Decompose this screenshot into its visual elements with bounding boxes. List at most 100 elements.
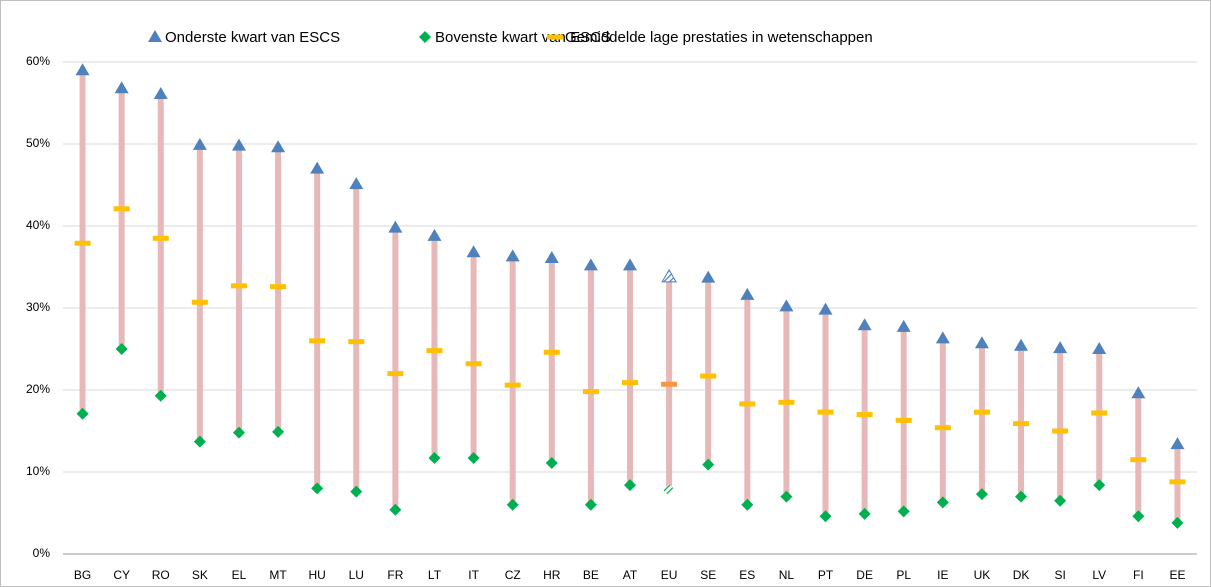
triangle-marker <box>974 336 989 349</box>
diamond-marker <box>115 343 128 355</box>
y-tick-label: 10% <box>26 464 50 478</box>
dash-marker <box>113 206 130 212</box>
dash-marker <box>1169 479 1186 485</box>
diamond-marker <box>1093 479 1106 492</box>
range-bar <box>470 252 477 459</box>
dash-marker <box>543 349 560 355</box>
dash-marker <box>74 240 91 246</box>
diamond-marker <box>350 485 363 498</box>
legend-marker <box>148 30 162 42</box>
triangle-marker <box>192 137 207 150</box>
x-tick-label: IE <box>937 568 948 582</box>
triangle-marker <box>935 331 950 344</box>
diamond-marker <box>584 498 597 511</box>
x-tick-label: DE <box>856 568 873 582</box>
triangle-marker <box>1014 338 1029 351</box>
triangle-marker <box>427 228 442 241</box>
dash-marker <box>1052 428 1069 434</box>
x-tick-label: LT <box>428 568 442 582</box>
x-tick-label: LV <box>1092 568 1106 582</box>
range-bar <box>1057 348 1064 501</box>
y-tick-label: 30% <box>26 300 50 314</box>
diamond-marker <box>428 452 441 465</box>
dash-marker <box>152 235 169 241</box>
diamond-marker <box>1171 516 1184 529</box>
diamond-marker <box>545 456 558 469</box>
range-bar <box>861 325 868 514</box>
dash-marker <box>1091 410 1108 416</box>
triangle-marker <box>857 318 872 331</box>
diamond-marker <box>1054 494 1067 507</box>
x-tick-label: FR <box>387 568 403 582</box>
range-bar <box>705 277 712 465</box>
x-tick-label: NL <box>779 568 795 582</box>
dash-marker <box>934 425 951 431</box>
dash-marker <box>778 399 795 405</box>
range-bar <box>548 257 555 463</box>
dash-marker <box>582 389 599 395</box>
triangle-marker <box>1170 437 1185 450</box>
range-bar <box>939 338 946 503</box>
x-tick-label: EL <box>232 568 247 582</box>
y-tick-label: 40% <box>26 218 50 232</box>
diamond-marker <box>741 498 754 511</box>
diamond-marker <box>975 488 988 501</box>
range-bar <box>509 256 516 505</box>
x-tick-label: EU <box>661 568 678 582</box>
diamond-marker <box>1132 510 1145 523</box>
triangle-marker <box>388 220 403 233</box>
range-bar <box>1096 349 1103 486</box>
legend-marker <box>419 31 431 43</box>
range-bar <box>431 235 438 459</box>
triangle-marker <box>740 287 755 300</box>
range-bar <box>978 343 985 495</box>
range-bar <box>744 294 751 505</box>
dash-marker <box>504 382 521 388</box>
dash-marker <box>739 401 756 407</box>
triangle-marker <box>701 270 716 283</box>
diamond-marker <box>897 505 910 518</box>
diamond-marker <box>232 426 245 439</box>
x-tick-label: SE <box>700 568 716 582</box>
diamond-marker <box>936 496 949 509</box>
dash-marker <box>426 348 443 354</box>
triangle-marker <box>271 140 286 153</box>
range-bar <box>627 265 633 486</box>
diamond-marker <box>272 425 285 438</box>
dash-marker <box>856 412 873 418</box>
triangle-marker <box>1053 341 1068 354</box>
dash-marker <box>973 409 990 415</box>
diamond-marker <box>819 510 832 523</box>
diamond-marker <box>624 479 636 492</box>
x-tick-label: UK <box>974 568 991 582</box>
legend-label: Onderste kwart van ESCS <box>165 29 340 46</box>
dash-marker <box>387 371 404 377</box>
diamond-marker <box>858 507 871 520</box>
dash-marker <box>622 380 638 386</box>
x-tick-label: HU <box>309 568 326 582</box>
y-tick-label: 20% <box>26 382 50 396</box>
x-tick-label: BE <box>583 568 599 582</box>
x-tick-label: PT <box>818 568 834 582</box>
legend-label: Bovenste kwart van ESCS <box>435 29 611 46</box>
legend-marker <box>547 34 563 40</box>
x-tick-label: CY <box>113 568 130 582</box>
triangle-marker <box>153 86 168 99</box>
triangle-marker <box>583 258 598 271</box>
diamond-marker <box>1015 490 1028 503</box>
triangle-marker <box>349 177 364 190</box>
triangle-marker <box>623 258 637 271</box>
range-bar <box>196 144 203 442</box>
diamond-marker <box>154 389 167 402</box>
range-bar <box>1135 393 1142 517</box>
y-tick-label: 50% <box>26 136 50 150</box>
triangle-marker <box>661 268 677 283</box>
dash-marker <box>817 409 834 415</box>
triangle-marker <box>544 250 559 263</box>
triangle-marker <box>505 249 520 262</box>
dash-marker <box>270 284 287 290</box>
diamond-marker <box>663 484 676 497</box>
diamond-marker <box>506 498 519 511</box>
range-bar <box>118 88 125 350</box>
